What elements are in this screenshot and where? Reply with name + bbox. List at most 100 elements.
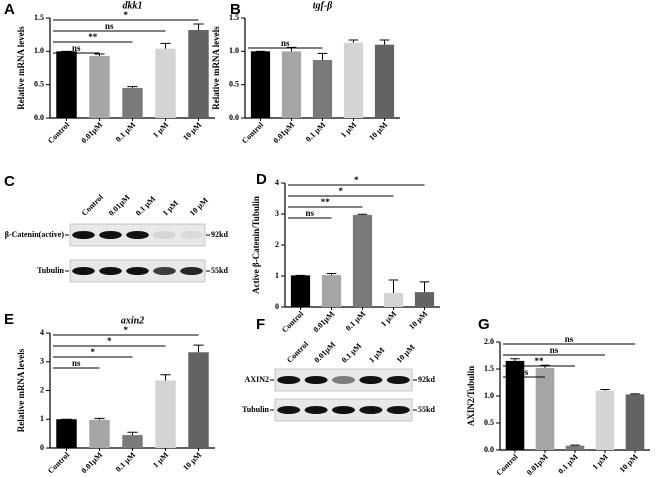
bar [89,56,110,118]
bar [281,51,302,119]
row-label: AXIN2 [245,375,269,384]
bar [122,435,143,448]
error-bar [419,281,430,293]
x-tick-label: 0.1 μM [304,120,328,144]
y-tick-label: 1.5 [229,13,239,22]
x-tick-label: 1 μM [591,452,610,471]
lane-label: 0.1 μM [134,194,158,218]
lane-label: 0.01μM [312,340,337,365]
error-bar [94,417,105,420]
x-tick-label: 10 μM [367,120,389,142]
y-axis-label: Active β-Catenin/Tubulin [251,196,261,294]
y-tick-label: 4 [40,328,44,337]
error-bar [510,358,520,361]
y-tick-label: 1.0 [34,46,44,55]
y-tick-label: 3 [275,209,279,218]
y-tick-label: 0.0 [34,113,44,122]
blot-band [359,406,383,414]
blot-band [386,406,410,414]
lane-label: 1 μM [367,345,386,364]
error-bar [600,389,610,391]
x-tick-label: Control [46,450,72,476]
error-bar [388,279,399,294]
error-bar [193,344,204,353]
lane-label: 10 μM [395,342,417,364]
significance-label: ** [535,356,545,366]
significance-label: ns [550,345,559,355]
x-tick-label: 0.01μM [311,309,336,334]
error-bar [160,374,171,381]
panel-letter: C [4,173,15,190]
y-tick-label: 1.0 [229,46,239,55]
bar [414,292,435,307]
y-tick-label: 2 [275,240,279,249]
significance-label: * [91,347,96,357]
x-tick-label: 0.1 μM [114,120,138,144]
bar [535,367,555,450]
panel-letter: E [4,311,14,328]
blot-band [359,376,383,384]
chart-title: tgf-β [313,0,333,11]
x-tick-label: Control [495,452,521,477]
x-tick-label: 1 μM [151,120,170,139]
blot-band [153,267,176,275]
bar [312,60,333,118]
chart-title: axin2 [121,315,144,326]
y-axis-label: Relative mRNA levels [211,26,221,110]
significance-label: * [107,336,112,346]
error-bar [160,42,171,49]
blot-band [180,267,203,275]
bar [250,51,271,119]
bar [625,394,645,450]
blot-band [126,231,149,239]
x-tick-label: 1 μM [151,450,170,469]
panel-letter: D [256,171,267,188]
bar [321,275,342,307]
lane-label: Control [80,192,106,218]
significance-label: * [339,186,344,196]
error-bar [193,23,204,30]
y-tick-label: 0.5 [34,79,44,88]
x-tick-label: 10 μM [407,309,429,331]
size-label: 92kd [418,375,435,384]
bar [188,352,209,448]
y-tick-label: 3 [40,357,44,366]
bar [56,51,77,119]
blot-band [99,267,122,275]
x-tick-label: 0.1 μM [556,452,580,476]
significance-label: ns [72,43,81,53]
bar [595,390,615,450]
bar [122,88,143,118]
x-tick-label: 0.01μM [79,450,104,475]
blot-band [277,406,301,414]
size-label: 55kd [418,405,435,414]
error-bar [326,273,337,276]
error-bar [348,39,359,43]
blot-band [180,231,203,239]
size-label: 92kd [211,230,228,239]
significance-label: ** [321,197,331,207]
y-tick-label: 0.0 [484,445,494,454]
size-label: 55kd [211,266,228,275]
y-tick-label: 2 [40,385,44,394]
bar [374,44,395,118]
y-tick-label: 1.5 [484,364,494,373]
blot-band [153,231,176,239]
bar [383,293,404,307]
blot-band [304,376,328,384]
x-tick-label: 10 μM [618,452,640,474]
row-label: Tubulin [242,405,269,414]
y-tick-label: 0.0 [229,113,239,122]
significance-label: ns [72,358,81,368]
significance-label: ns [565,334,574,344]
error-bar [94,53,105,56]
x-tick-label: Control [46,120,72,146]
x-tick-label: 1 μM [379,309,398,328]
bar [505,360,525,450]
bar [188,30,209,118]
lane-label: 10 μM [188,195,210,217]
bar [290,275,311,307]
panel-letter: B [230,1,241,18]
x-tick-label: 0.01μM [271,120,296,145]
